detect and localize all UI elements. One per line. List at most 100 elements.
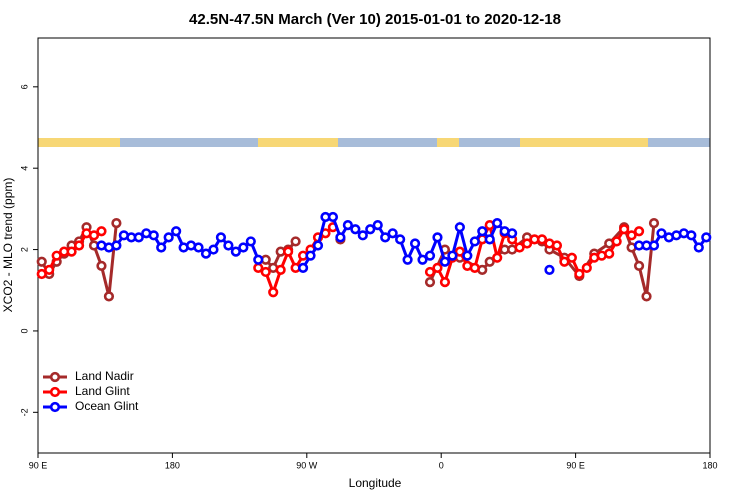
point <box>36 256 47 267</box>
plot-frame <box>37 37 711 454</box>
point <box>559 256 570 267</box>
x-tick-label: 90 E <box>566 460 585 470</box>
legend-marker <box>49 386 61 398</box>
point <box>417 254 428 265</box>
point <box>484 234 495 245</box>
land-band <box>437 138 459 147</box>
land-band <box>38 138 120 147</box>
point <box>536 234 548 245</box>
legend-label: Land Nadir <box>75 369 134 383</box>
point <box>432 262 443 273</box>
point <box>574 268 585 280</box>
point <box>424 277 436 288</box>
point <box>619 224 630 235</box>
x-tick-label: 0 <box>439 460 444 470</box>
point <box>103 291 115 302</box>
point <box>611 236 622 247</box>
map-strip <box>38 138 710 147</box>
point <box>44 264 55 276</box>
point <box>238 242 249 253</box>
series <box>96 211 712 276</box>
chart-title: 42.5N-47.5N March (Ver 10) 2015-01-01 to… <box>189 11 561 28</box>
legend-label: Ocean Glint <box>75 399 139 413</box>
x-tick-label: 180 <box>165 460 180 470</box>
point <box>439 256 451 267</box>
point <box>73 240 85 251</box>
point <box>215 232 227 243</box>
point <box>566 252 577 263</box>
point <box>96 226 107 237</box>
point <box>275 264 286 276</box>
y-tick-label: 2 <box>19 247 29 252</box>
point <box>200 248 212 259</box>
point <box>693 242 704 253</box>
y-tick-label: 0 <box>19 328 29 333</box>
point <box>633 226 645 237</box>
point <box>111 240 122 251</box>
point <box>230 246 241 257</box>
point <box>357 230 368 241</box>
point <box>633 260 645 271</box>
point <box>260 266 271 278</box>
x-tick-label: 90 W <box>296 460 318 470</box>
point <box>148 230 159 241</box>
point <box>402 254 413 265</box>
point <box>469 236 480 247</box>
point <box>208 244 219 255</box>
point <box>648 240 660 251</box>
point <box>372 220 383 231</box>
point <box>335 232 346 243</box>
point <box>581 262 592 273</box>
point <box>51 250 62 261</box>
point <box>462 250 473 261</box>
point <box>342 220 353 231</box>
point <box>514 242 525 253</box>
point <box>193 242 204 253</box>
point <box>656 228 667 239</box>
legend-marker <box>49 371 61 383</box>
point <box>507 228 518 239</box>
y-tick-label: 4 <box>19 166 29 171</box>
point <box>701 232 712 243</box>
point <box>477 226 488 237</box>
y-tick-label: 6 <box>19 84 29 89</box>
point <box>223 240 234 251</box>
point <box>492 218 503 229</box>
point <box>521 238 533 249</box>
point <box>544 264 555 276</box>
point <box>290 236 301 247</box>
point <box>163 232 174 243</box>
point <box>365 224 376 235</box>
point <box>305 250 316 261</box>
point <box>686 230 697 241</box>
point <box>447 250 458 261</box>
point <box>88 230 100 241</box>
point <box>469 262 480 273</box>
point <box>111 218 122 229</box>
point <box>283 246 294 257</box>
x-tick-label: 90 E <box>29 460 48 470</box>
land-band <box>258 138 338 147</box>
point <box>327 211 339 223</box>
point <box>66 246 77 257</box>
x-tick-label: 180 <box>702 460 717 470</box>
y-axis-label: XCO2 - MLO trend (ppm) <box>1 178 15 313</box>
point <box>641 291 652 302</box>
point <box>424 250 436 261</box>
point <box>312 240 324 251</box>
y-tick-label: -2 <box>19 408 29 416</box>
point <box>380 232 391 243</box>
x-axis-label: Longitude <box>349 476 402 490</box>
point <box>297 262 309 273</box>
point <box>432 232 443 243</box>
point <box>648 218 660 229</box>
point <box>454 246 465 257</box>
point <box>387 228 398 239</box>
legend-label: Land Glint <box>75 384 130 398</box>
point <box>551 240 563 251</box>
point <box>350 224 361 235</box>
point <box>492 252 503 263</box>
point <box>96 260 107 271</box>
ocean-band <box>38 138 710 147</box>
point <box>626 230 637 241</box>
